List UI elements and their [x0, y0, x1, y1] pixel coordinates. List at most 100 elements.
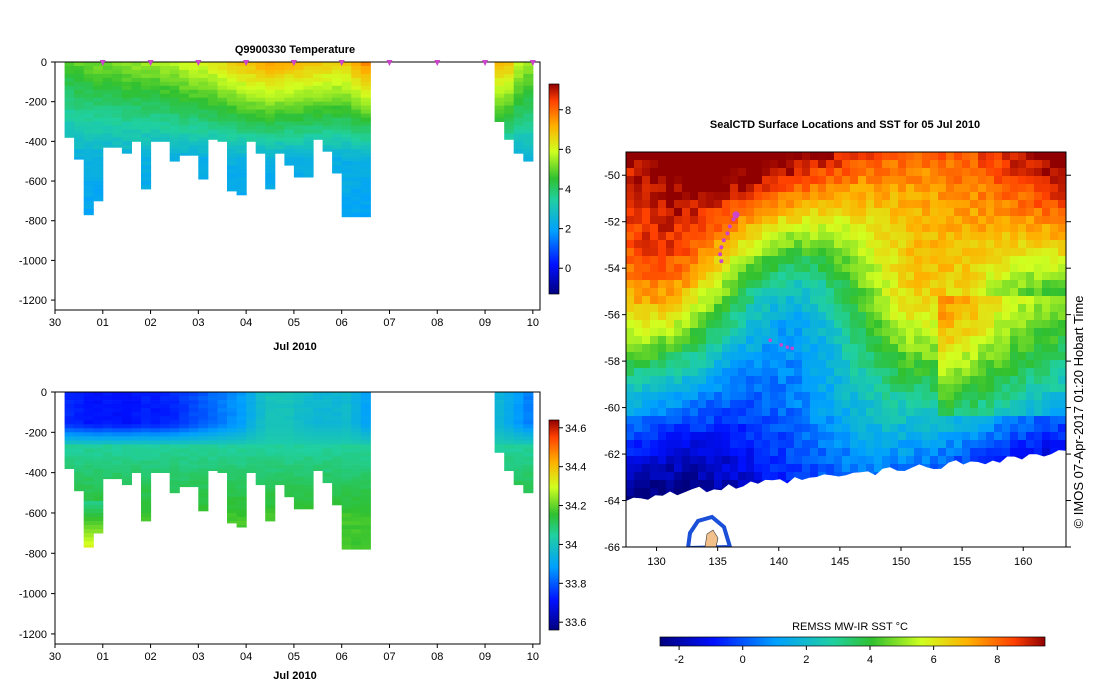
section-cell: [494, 432, 505, 437]
section-cell: [121, 129, 132, 134]
section-cell: [198, 400, 209, 405]
sst-cell: [954, 448, 963, 457]
section-cell: [160, 97, 171, 103]
sst-cell: [746, 208, 755, 217]
section-cell: [169, 133, 180, 138]
sst-cell: [938, 224, 947, 233]
sst-cell: [834, 272, 843, 281]
section-cell: [341, 157, 352, 162]
section-cell: [332, 464, 343, 469]
section-cell: [332, 488, 343, 494]
sst-cell: [730, 456, 739, 465]
sst-cell: [946, 328, 955, 337]
sst-cell: [698, 280, 707, 289]
section-cell: [351, 69, 362, 75]
sst-cell: [986, 240, 995, 249]
sst-cell: [698, 392, 707, 401]
sst-cell: [802, 368, 811, 377]
sst-cell: [1026, 376, 1035, 385]
sst-cell: [738, 448, 747, 457]
section-cell: [513, 464, 524, 469]
section-cell: [303, 62, 314, 67]
sst-cell: [954, 160, 963, 169]
profile-marker: [338, 60, 345, 66]
section-cell: [236, 97, 247, 103]
sst-cell: [658, 336, 667, 345]
section-cell: [160, 396, 171, 401]
sst-cell: [794, 312, 803, 321]
section-cell: [303, 149, 314, 154]
track-point: [790, 346, 795, 351]
section-cell: [198, 464, 209, 469]
section-cell: [265, 153, 276, 158]
sst-cell: [1026, 424, 1035, 433]
section-cell: [198, 105, 209, 110]
section-cell: [504, 396, 515, 401]
section-cell: [150, 109, 161, 114]
section-cell: [74, 93, 85, 99]
sst-cell: [786, 440, 795, 449]
sst-cell: [962, 328, 971, 337]
sst-cell: [978, 192, 987, 201]
sst-cell: [978, 256, 987, 265]
sst-cell: [650, 328, 659, 337]
section-cell: [207, 97, 218, 103]
sst-cell: [842, 320, 851, 329]
sst-cell: [666, 216, 675, 225]
sst-cell: [962, 192, 971, 201]
sst-cell: [898, 304, 907, 313]
section-cell: [265, 89, 276, 95]
section-cell: [198, 504, 209, 510]
sst-cell: [946, 264, 955, 273]
sst-cell: [986, 160, 995, 169]
section-cell: [169, 149, 180, 154]
section-cell: [64, 432, 75, 437]
section-cell: [313, 468, 324, 471]
section-cell: [360, 105, 371, 110]
section-cell: [198, 69, 209, 75]
sst-cell: [786, 176, 795, 185]
section-cell: [504, 456, 515, 461]
sst-cell: [650, 152, 659, 161]
sst-cell: [634, 160, 643, 169]
section-cell: [188, 85, 199, 91]
section-cell: [102, 424, 113, 429]
section-cell: [265, 129, 276, 134]
sst-cell: [962, 448, 971, 457]
sst-cell: [778, 440, 787, 449]
sst-cell: [906, 184, 915, 193]
section-cell: [351, 105, 362, 110]
sst-cell: [730, 280, 739, 289]
track-point: [727, 224, 732, 229]
sst-cell: [634, 424, 643, 433]
sst-cell: [898, 248, 907, 257]
section-cell: [351, 525, 362, 530]
section-cell: [284, 129, 295, 134]
sst-cell: [722, 416, 731, 425]
section-cell: [121, 85, 132, 91]
sst-cell: [794, 352, 803, 361]
section-cell: [303, 404, 314, 409]
section-cell: [523, 476, 534, 482]
sst-cell: [778, 416, 787, 425]
sst-cell: [658, 160, 667, 169]
lon-tick-label: 135: [708, 556, 726, 568]
section-cell: [351, 416, 362, 421]
section-cell: [188, 77, 199, 83]
section-cell: [83, 521, 94, 526]
sst-cell: [762, 192, 771, 201]
sst-cell: [802, 280, 811, 289]
section-cell: [121, 93, 132, 99]
section-cell: [494, 424, 505, 429]
sst-cell: [706, 200, 715, 209]
section-cell: [513, 456, 524, 461]
section-cell: [93, 420, 104, 425]
sst-cell: [1026, 312, 1035, 321]
sst-cell: [690, 224, 699, 233]
section-cell: [83, 101, 94, 107]
section-cell: [236, 492, 247, 498]
section-cell: [179, 69, 190, 75]
sst-cell: [674, 304, 683, 313]
sst-cell: [826, 352, 835, 361]
sst-cell: [1002, 384, 1011, 393]
